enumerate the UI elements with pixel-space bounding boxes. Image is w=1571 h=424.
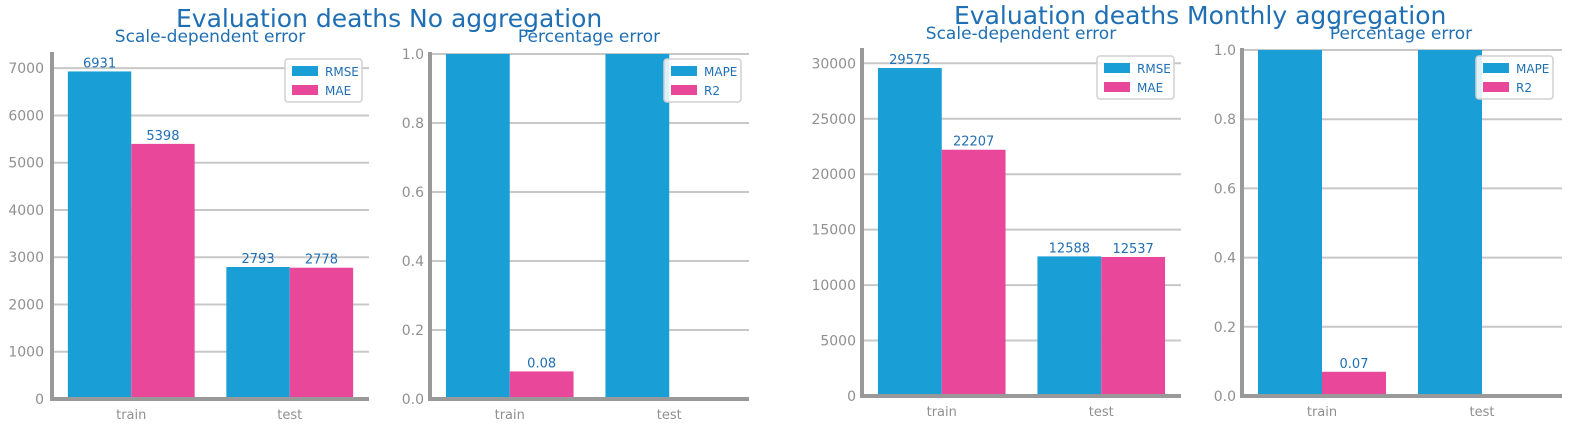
legend-entry: R2 <box>704 84 720 98</box>
bar-mae-train <box>941 149 1006 396</box>
legend-swatch <box>1483 63 1509 73</box>
y-tick-label: 6000 <box>8 108 44 124</box>
data-label: 12588 <box>1049 241 1090 256</box>
bar-mape-test <box>605 54 670 399</box>
subplot-title: Percentage error <box>1330 24 1472 44</box>
data-label: 0.07 <box>1340 357 1369 372</box>
y-tick-label: 5000 <box>8 156 44 172</box>
bar-mape-train <box>445 54 510 399</box>
legend-entry: MAE <box>1137 81 1163 95</box>
y-tick-label: 15000 <box>811 223 856 239</box>
x-tick-label: train <box>495 408 525 423</box>
bar-rmse-train <box>67 71 132 400</box>
legend-entry: MAPE <box>704 65 737 79</box>
legend-swatch <box>292 85 318 95</box>
bar-mae-test <box>1101 256 1166 396</box>
y-tick-label: 0.4 <box>402 254 424 270</box>
y-tick-label: 1.0 <box>402 47 424 63</box>
y-tick-label: 4000 <box>8 203 44 219</box>
data-label: 0.08 <box>527 356 556 371</box>
y-tick-label: 0.0 <box>402 392 424 408</box>
figure-title-no-aggregation: Evaluation deaths No aggregation <box>176 4 603 33</box>
y-tick-label: 0.2 <box>1214 320 1236 336</box>
x-tick-label: train <box>927 405 957 420</box>
legend-swatch <box>292 66 318 76</box>
y-tick-label: 0.0 <box>1214 389 1236 405</box>
legend-swatch <box>1104 82 1130 92</box>
x-tick-label: train <box>1307 405 1337 420</box>
legend-entry: RMSE <box>1137 62 1171 76</box>
y-tick-label: 2000 <box>8 297 44 313</box>
y-tick-label: 30000 <box>811 56 856 72</box>
y-tick-label: 0.4 <box>1214 251 1236 267</box>
y-tick-label: 3000 <box>8 250 44 266</box>
legend-swatch <box>671 85 697 95</box>
y-tick-label: 5000 <box>820 334 856 350</box>
bar-rmse-test <box>1037 256 1102 396</box>
legend-swatch <box>671 66 697 76</box>
figure-title-monthly-aggregation: Evaluation deaths Monthly aggregation <box>954 1 1447 30</box>
data-label: 5398 <box>146 129 179 144</box>
y-tick-label: 10000 <box>811 278 856 294</box>
x-tick-label: test <box>277 408 302 423</box>
legend-entry: MAPE <box>1516 62 1549 76</box>
data-label: 2778 <box>305 253 338 268</box>
subplot-title: Percentage error <box>518 27 660 47</box>
y-tick-label: 7000 <box>8 61 44 77</box>
legend-entry: RMSE <box>325 65 359 79</box>
data-label: 6931 <box>83 56 116 71</box>
y-tick-label: 0 <box>847 389 856 405</box>
y-tick-label: 1000 <box>8 345 44 361</box>
y-tick-label: 1.0 <box>1214 43 1236 59</box>
x-tick-label: test <box>1470 405 1495 420</box>
y-tick-label: 20000 <box>811 167 856 183</box>
data-label: 2793 <box>242 252 275 267</box>
legend-entry: MAE <box>325 84 351 98</box>
y-tick-label: 25000 <box>811 112 856 128</box>
y-tick-label: 0.6 <box>1214 181 1236 197</box>
data-label: 29575 <box>889 53 930 68</box>
bar-mae-train <box>131 143 195 399</box>
bar-mape-train <box>1258 50 1322 396</box>
bar-mae-test <box>289 267 354 399</box>
bar-rmse-train <box>877 68 942 396</box>
y-tick-label: 0.6 <box>402 185 424 201</box>
subplot-title: Scale-dependent error <box>115 27 305 47</box>
x-tick-label: train <box>116 408 146 423</box>
y-tick-label: 0 <box>35 392 44 408</box>
subplot-title: Scale-dependent error <box>926 24 1116 44</box>
y-tick-label: 0.8 <box>402 116 424 132</box>
legend-swatch <box>1104 63 1130 73</box>
y-tick-label: 0.2 <box>402 323 424 339</box>
x-tick-label: test <box>657 408 682 423</box>
bar-rmse-test <box>226 267 290 399</box>
legend-entry: R2 <box>1516 81 1532 95</box>
data-label: 12537 <box>1112 242 1153 257</box>
legend-swatch <box>1483 82 1509 92</box>
bar-mape-test <box>1418 50 1482 396</box>
bar-r2-train <box>1322 371 1386 396</box>
y-tick-label: 0.8 <box>1214 112 1236 128</box>
data-label: 22207 <box>953 135 994 150</box>
bar-r2-train <box>509 371 574 399</box>
x-tick-label: test <box>1089 405 1114 420</box>
